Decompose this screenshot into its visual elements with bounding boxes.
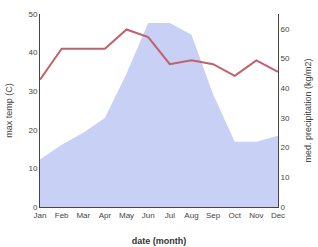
svg-text:50: 50 — [281, 54, 290, 63]
svg-text:50: 50 — [28, 10, 37, 19]
svg-text:10: 10 — [281, 173, 290, 182]
svg-text:Jul: Jul — [165, 211, 175, 220]
svg-text:10: 10 — [28, 164, 37, 173]
svg-text:Sep: Sep — [206, 211, 221, 220]
svg-text:Apr: Apr — [99, 211, 112, 220]
svg-text:Oct: Oct — [229, 211, 242, 220]
svg-text:med. precipitation (kg/m2): med. precipitation (kg/m2) — [303, 58, 313, 162]
svg-text:Mar: Mar — [76, 211, 90, 220]
svg-text:0: 0 — [33, 203, 38, 212]
svg-text:Dec: Dec — [271, 211, 285, 220]
svg-text:40: 40 — [281, 84, 290, 93]
svg-text:Feb: Feb — [55, 211, 69, 220]
svg-text:20: 20 — [28, 126, 37, 135]
svg-text:May: May — [119, 211, 134, 220]
svg-text:30: 30 — [281, 114, 290, 123]
svg-text:date (month): date (month) — [132, 236, 187, 246]
svg-text:40: 40 — [28, 48, 37, 57]
svg-text:Nov: Nov — [249, 211, 263, 220]
svg-text:Aug: Aug — [184, 211, 198, 220]
svg-text:Jun: Jun — [142, 211, 155, 220]
svg-text:max temp (C): max temp (C) — [4, 83, 14, 138]
svg-text:60: 60 — [281, 25, 290, 34]
svg-text:Jan: Jan — [34, 211, 47, 220]
svg-text:0: 0 — [281, 203, 286, 212]
svg-text:30: 30 — [28, 87, 37, 96]
svg-text:20: 20 — [281, 143, 290, 152]
